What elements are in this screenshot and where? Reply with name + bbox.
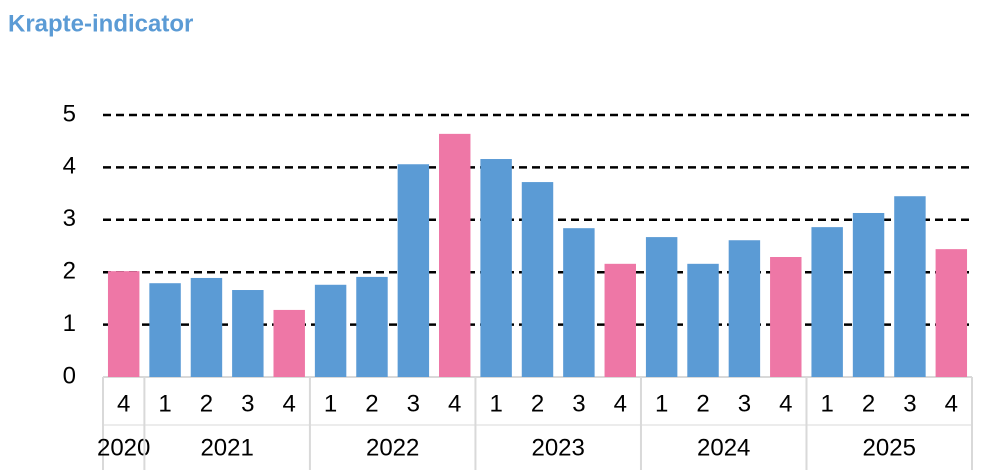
x-tick-label: 4	[779, 390, 792, 417]
x-tick-label: 1	[324, 390, 337, 417]
x-tick-label: 1	[158, 390, 171, 417]
x-tick-label: 3	[241, 390, 254, 417]
bar	[645, 237, 678, 377]
bar	[894, 196, 926, 377]
x-tick-label: 2	[365, 390, 378, 417]
x-group-label: 2020	[97, 434, 150, 461]
y-tick-label: 3	[63, 205, 76, 232]
x-tick-label: 2	[531, 390, 544, 417]
bar	[770, 257, 802, 377]
y-tick-label: 0	[63, 362, 76, 389]
x-tick-label: 3	[903, 390, 916, 417]
bar	[728, 240, 761, 377]
bar	[149, 283, 181, 377]
bar	[273, 309, 305, 377]
x-tick-label: 1	[820, 390, 833, 417]
bar	[314, 284, 347, 377]
bar	[397, 164, 430, 377]
bar	[521, 182, 554, 377]
bar	[935, 249, 968, 377]
x-tick-label: 4	[117, 390, 130, 417]
x-tick-label: 3	[572, 390, 585, 417]
y-tick-label: 4	[63, 153, 76, 180]
bar	[232, 290, 264, 377]
x-tick-label: 4	[283, 390, 296, 417]
x-tick-label: 2	[862, 390, 875, 417]
x-group-label: 2023	[531, 434, 584, 461]
x-group-label: 2021	[200, 434, 253, 461]
x-group-label: 2025	[863, 434, 916, 461]
bar	[439, 133, 471, 377]
y-tick-label: 5	[63, 100, 76, 127]
x-group-label: 2024	[697, 434, 750, 461]
bar	[563, 228, 595, 377]
bar	[811, 227, 843, 377]
x-tick-label: 4	[614, 390, 627, 417]
x-tick-label: 2	[696, 390, 709, 417]
x-group-label: 2022	[366, 434, 419, 461]
y-tick-label: 1	[63, 310, 76, 337]
bar	[356, 276, 388, 377]
chart-title: Krapte-indicator	[8, 10, 193, 37]
bar	[604, 263, 636, 377]
y-tick-label: 2	[63, 258, 76, 285]
x-tick-label: 1	[655, 390, 668, 417]
bar	[107, 271, 140, 377]
x-tick-label: 4	[448, 390, 461, 417]
bar	[190, 277, 223, 377]
x-tick-label: 1	[489, 390, 502, 417]
bar	[852, 212, 885, 377]
bar	[480, 159, 512, 377]
x-tick-label: 2	[200, 390, 213, 417]
x-tick-label: 3	[407, 390, 420, 417]
x-tick-label: 3	[738, 390, 751, 417]
bar	[687, 263, 719, 377]
x-tick-label: 4	[945, 390, 958, 417]
